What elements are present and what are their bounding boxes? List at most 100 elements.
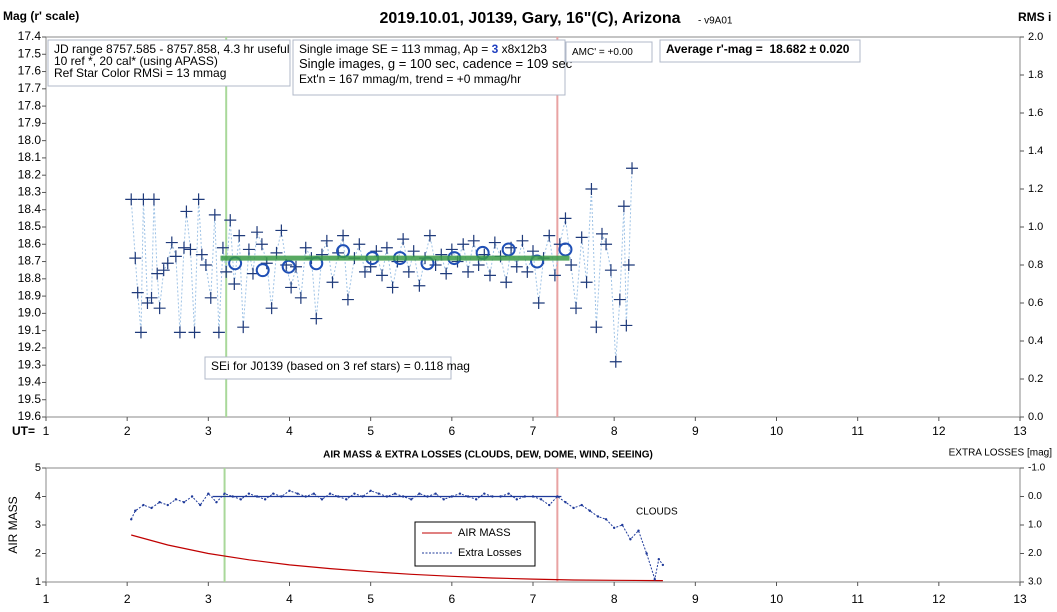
- mean-point: [530, 254, 545, 269]
- data-point: [157, 264, 170, 277]
- data-point: [500, 276, 513, 289]
- y2-tick-label: 0.0: [1028, 411, 1043, 423]
- y-tick-label: 1: [35, 576, 41, 588]
- info-span: 10 ref *, 20 cal* (using APASS): [54, 54, 218, 68]
- y-axis-label: AIR MASS: [6, 496, 20, 553]
- y-tick-label: 2: [35, 547, 41, 559]
- data-point: [142, 503, 145, 507]
- info-box: [659, 39, 861, 63]
- y2-tick-label: 1.0: [1028, 221, 1043, 233]
- data-point: [418, 492, 421, 495]
- data-point: [585, 183, 598, 195]
- chart-title: AIR MASS & EXTRA LOSSES (CLOUDS, DEW, DO…: [323, 450, 653, 461]
- connector-line: [130, 168, 633, 362]
- data-point: [527, 245, 539, 258]
- data-point: [312, 492, 316, 495]
- y-tick-label: 17.7: [18, 81, 42, 95]
- info-span: Average r'-mag = 18.682 ± 0.020: [666, 42, 850, 56]
- data-point: [609, 355, 622, 368]
- x-tick-label: 11: [851, 424, 864, 438]
- data-point: [386, 281, 399, 294]
- data-point: [207, 492, 210, 495]
- data-point: [626, 162, 639, 175]
- data-point: [380, 241, 393, 254]
- data-point: [507, 492, 510, 495]
- y2-tick-label: 2.0: [1028, 31, 1043, 43]
- data-point: [377, 492, 380, 495]
- data-point: [289, 260, 302, 273]
- data-point: [320, 498, 324, 501]
- data-point: [195, 248, 208, 261]
- data-point: [613, 293, 626, 306]
- x-tick-label: 1: [43, 592, 50, 606]
- data-point: [472, 259, 485, 271]
- x-tick-label: 9: [692, 592, 699, 606]
- data-point: [228, 278, 241, 290]
- data-point: [458, 492, 462, 495]
- subtitle: - v9A01: [698, 16, 733, 27]
- data-point: [320, 234, 333, 247]
- y2-tick-label: 0.8: [1028, 259, 1043, 271]
- data-point: [294, 291, 307, 304]
- data-point: [467, 234, 480, 247]
- x-tick-label: 6: [448, 592, 455, 606]
- info-box: [204, 356, 452, 380]
- data-point: [145, 291, 158, 304]
- y2-tick-label: 1.0: [1028, 520, 1042, 531]
- data-point: [612, 526, 616, 530]
- data-point: [255, 238, 268, 251]
- y2-tick-label: 0.6: [1028, 297, 1043, 309]
- chart-title: 2019.10.01, J0139, Gary, 16"(C), Arizona: [379, 10, 680, 27]
- data-point: [543, 229, 556, 242]
- info-text: Single image SE = 113 mmag, Ap = 3 x8x12…: [299, 42, 547, 56]
- y-tick-label: 17.9: [18, 116, 42, 130]
- data-point: [199, 503, 202, 507]
- x-tick-label: 10: [770, 592, 784, 606]
- data-point: [457, 238, 470, 251]
- data-point: [337, 229, 350, 242]
- mean-point: [558, 242, 573, 257]
- y-tick-label: 18.9: [18, 288, 42, 302]
- data-point: [474, 498, 478, 501]
- data-point: [233, 229, 246, 242]
- data-point: [402, 265, 415, 278]
- y2-tick-label: 0.2: [1028, 373, 1043, 385]
- mean-point: [281, 259, 296, 274]
- x-tick-label: 1: [43, 424, 50, 438]
- data-point: [516, 234, 529, 247]
- y-tick-label: 19.4: [18, 375, 42, 389]
- data-point: [565, 259, 578, 271]
- data-point: [137, 193, 150, 206]
- info-text: Ext'n = 167 mmag/m, trend = +0 mmag/hr: [299, 72, 521, 86]
- legend-box: [414, 521, 536, 567]
- y-tick-label: 17.4: [18, 29, 42, 43]
- data-point: [242, 243, 255, 256]
- mean-point: [255, 263, 270, 278]
- y2-tick-label: 1.8: [1028, 69, 1043, 81]
- data-point: [488, 236, 501, 249]
- legend-label: AIR MASS: [458, 527, 511, 539]
- data-point: [131, 286, 144, 299]
- x-tick-label: 2: [124, 424, 131, 438]
- data-point: [288, 489, 291, 492]
- x-tick-label: 8: [611, 592, 618, 606]
- data-point: [629, 538, 632, 541]
- y2-tick-label: 0.0: [1028, 491, 1042, 502]
- data-point: [548, 503, 551, 507]
- y-tick-label: 18.2: [18, 167, 42, 181]
- data-point: [483, 269, 496, 282]
- y-tick-label: 17.8: [18, 98, 42, 112]
- data-point: [580, 276, 593, 289]
- y-tick-label: 17.6: [18, 64, 42, 78]
- data-point: [515, 498, 518, 501]
- info-text: JD range 8757.585 - 8757.858, 4.3 hr use…: [54, 42, 290, 56]
- data-point: [184, 243, 197, 256]
- info-span: Ref Star Color RMSi = 13 mmag: [54, 66, 226, 80]
- data-point: [220, 265, 233, 278]
- y2-axis-label: RMS i: [1018, 10, 1051, 24]
- y2-tick-label: -1.0: [1028, 463, 1046, 474]
- data-point: [296, 492, 299, 495]
- legend-label: Extra Losses: [458, 547, 522, 559]
- data-point: [275, 224, 288, 237]
- x-tick-label: 6: [448, 424, 455, 438]
